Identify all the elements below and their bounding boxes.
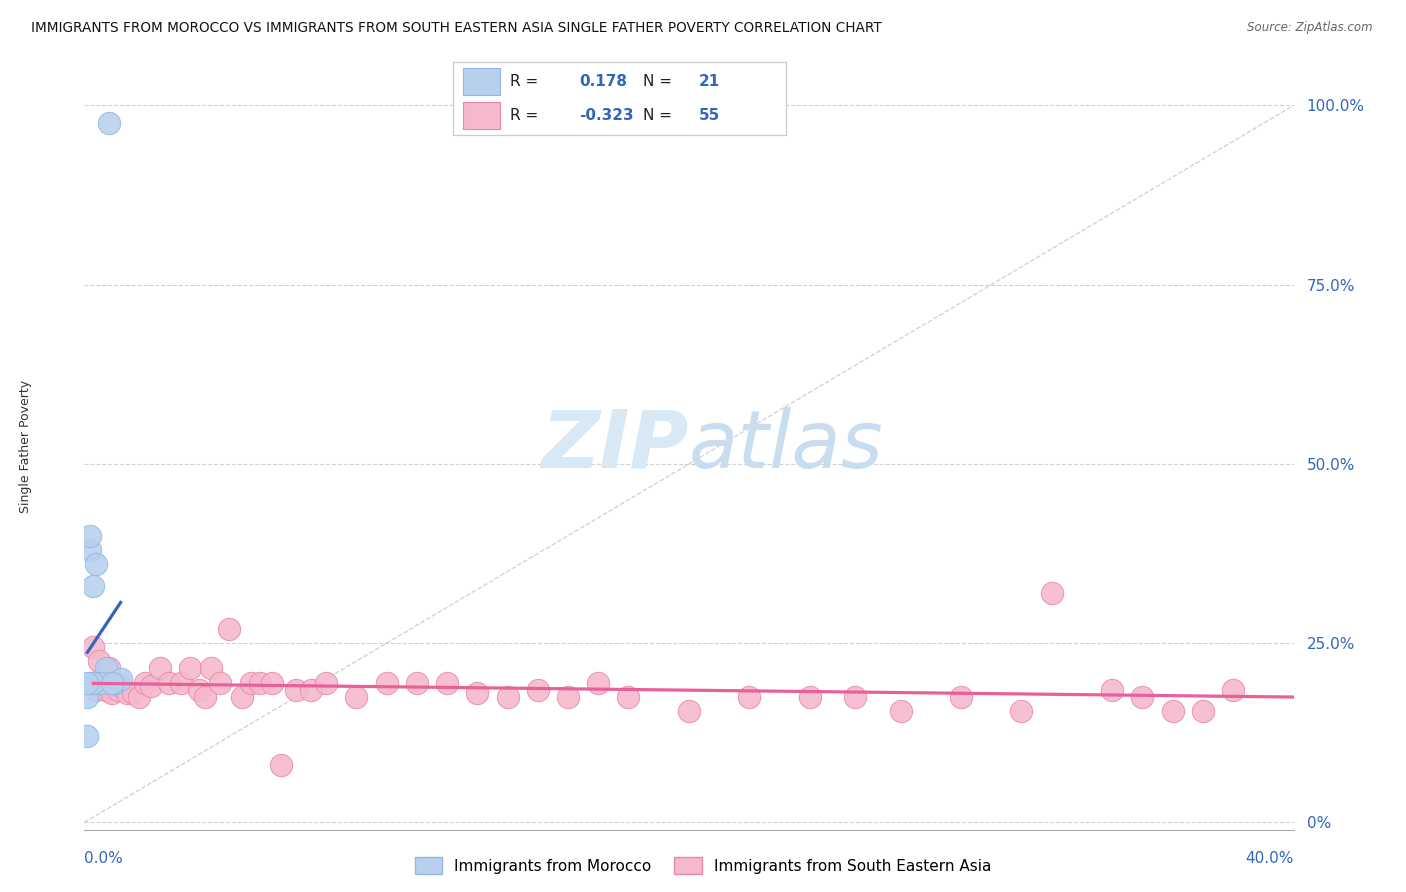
- Point: [139, 679, 162, 693]
- Point: [188, 682, 211, 697]
- Point: [94, 661, 117, 675]
- Point: [496, 690, 519, 704]
- Point: [179, 661, 201, 675]
- Point: [315, 675, 337, 690]
- Point: [436, 675, 458, 690]
- Point: [200, 661, 222, 675]
- Point: [76, 730, 98, 744]
- Y-axis label: Single Father Poverty: Single Father Poverty: [18, 379, 31, 513]
- Point: [1011, 704, 1033, 718]
- Text: Source: ZipAtlas.com: Source: ZipAtlas.com: [1247, 21, 1372, 35]
- Point: [678, 704, 700, 718]
- Point: [134, 675, 156, 690]
- Point: [194, 690, 217, 704]
- Text: atlas: atlas: [689, 407, 884, 485]
- Point: [97, 116, 120, 130]
- Point: [231, 690, 253, 704]
- Point: [128, 690, 150, 704]
- Point: [149, 661, 172, 675]
- Point: [738, 690, 761, 704]
- Point: [346, 690, 368, 704]
- Point: [100, 675, 122, 690]
- Point: [100, 675, 122, 690]
- Point: [91, 675, 114, 690]
- Point: [527, 682, 550, 697]
- Point: [467, 686, 489, 700]
- Point: [79, 675, 101, 690]
- Point: [239, 675, 262, 690]
- Point: [104, 675, 127, 690]
- Point: [260, 675, 283, 690]
- Point: [249, 675, 271, 690]
- Point: [299, 682, 322, 697]
- Point: [209, 675, 232, 690]
- Point: [91, 672, 114, 686]
- Point: [97, 661, 120, 675]
- Point: [588, 675, 610, 690]
- Point: [82, 675, 104, 690]
- Point: [1101, 682, 1123, 697]
- Point: [110, 672, 132, 686]
- Point: [79, 543, 101, 558]
- Point: [86, 682, 108, 697]
- Text: IMMIGRANTS FROM MOROCCO VS IMMIGRANTS FROM SOUTH EASTERN ASIA SINGLE FATHER POVE: IMMIGRANTS FROM MOROCCO VS IMMIGRANTS FR…: [31, 21, 882, 36]
- Text: 0.0%: 0.0%: [84, 851, 124, 866]
- Point: [76, 690, 98, 704]
- Point: [557, 690, 579, 704]
- Text: ZIP: ZIP: [541, 407, 689, 485]
- Point: [89, 675, 111, 690]
- Point: [76, 675, 98, 690]
- Point: [86, 558, 108, 572]
- Point: [110, 679, 132, 693]
- Text: 40.0%: 40.0%: [1246, 851, 1294, 866]
- Legend: Immigrants from Morocco, Immigrants from South Eastern Asia: Immigrants from Morocco, Immigrants from…: [408, 851, 998, 880]
- Point: [82, 579, 104, 593]
- Point: [844, 690, 866, 704]
- Point: [1192, 704, 1215, 718]
- Point: [1130, 690, 1153, 704]
- Point: [170, 675, 193, 690]
- Point: [121, 686, 143, 700]
- Point: [1161, 704, 1184, 718]
- Point: [94, 682, 117, 697]
- Point: [104, 675, 127, 690]
- Point: [86, 675, 108, 690]
- Point: [82, 675, 104, 690]
- Point: [1222, 682, 1244, 697]
- Point: [82, 640, 104, 654]
- Point: [799, 690, 821, 704]
- Point: [890, 704, 912, 718]
- Point: [100, 686, 122, 700]
- Point: [157, 675, 180, 690]
- Point: [950, 690, 973, 704]
- Point: [79, 528, 101, 542]
- Point: [617, 690, 640, 704]
- Point: [218, 622, 240, 636]
- Point: [91, 675, 114, 690]
- Point: [89, 654, 111, 668]
- Point: [270, 758, 292, 772]
- Point: [375, 675, 398, 690]
- Point: [89, 675, 111, 690]
- Point: [1040, 586, 1063, 600]
- Point: [107, 682, 129, 697]
- Point: [115, 686, 138, 700]
- Point: [406, 675, 429, 690]
- Point: [285, 682, 308, 697]
